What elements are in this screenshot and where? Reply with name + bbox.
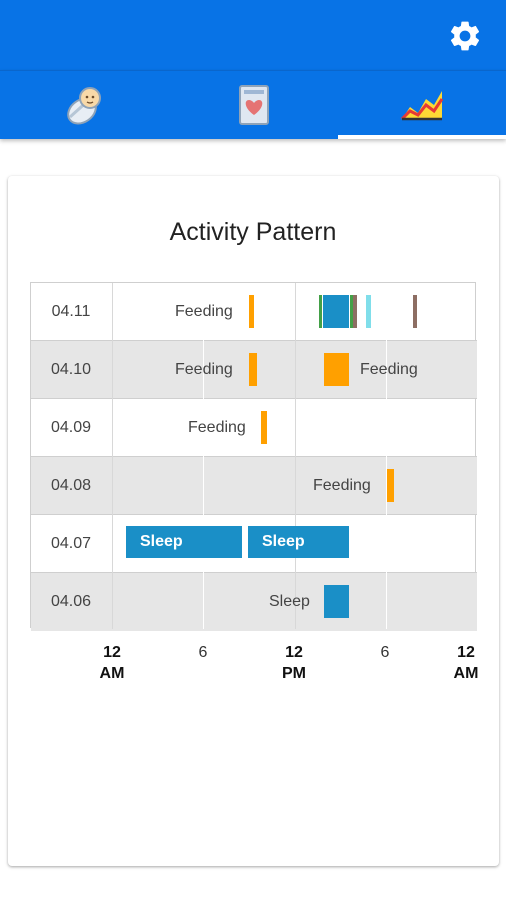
tab-baby[interactable] [0, 71, 168, 139]
row-date: 04.09 [50, 419, 92, 436]
row-04-11: 04.11 [31, 283, 477, 341]
row-04-06: 04.06 [31, 573, 477, 631]
feeding-mark[interactable] [261, 411, 267, 444]
time-tick: 12 PM [282, 644, 306, 682]
row-04-10: 04.10 [31, 341, 477, 399]
event-label-feeding: Feeding [188, 419, 246, 436]
tab-health[interactable] [170, 71, 338, 139]
event-label-feeding: Feeding [175, 361, 233, 378]
gear-icon[interactable] [447, 18, 483, 54]
event-label-sleep: Sleep [269, 593, 310, 610]
event-mark[interactable] [319, 295, 322, 328]
time-tick: 12 AM [453, 644, 479, 682]
row-divider [31, 514, 477, 515]
feeding-mark[interactable] [387, 469, 394, 502]
event-label-feeding: Feeding [175, 303, 233, 320]
sleep-mark[interactable] [323, 295, 349, 328]
grid-line [203, 283, 204, 629]
event-label-feeding: Feeding [360, 361, 418, 378]
row-divider [31, 398, 477, 399]
sleep-mark[interactable] [324, 585, 349, 618]
event-mark[interactable] [353, 295, 357, 328]
activity-grid: 04.11 04.10 04.09 04.08 04.07 04.06 Feed… [30, 282, 477, 631]
heart-card-icon [239, 85, 269, 125]
app-bar [0, 0, 506, 70]
tab-bar [0, 70, 506, 139]
grid-line [112, 283, 113, 629]
time-tick: 6 [198, 644, 208, 661]
baby-icon [67, 87, 101, 125]
feeding-mark[interactable] [249, 353, 257, 386]
active-tab-indicator [338, 135, 506, 139]
chart-card [8, 176, 499, 866]
tab-chart[interactable] [338, 71, 506, 139]
chart-title: Activity Pattern [169, 218, 337, 246]
row-date: 04.11 [51, 303, 91, 320]
chart-icon [400, 91, 444, 121]
row-divider [31, 572, 477, 573]
feeding-mark[interactable] [249, 295, 254, 328]
sleep-bar[interactable]: Sleep [248, 526, 349, 558]
time-tick: 12 AM [99, 644, 125, 682]
grid-line [295, 283, 296, 629]
grid-line [386, 283, 387, 629]
row-divider [31, 456, 477, 457]
event-mark[interactable] [350, 295, 353, 328]
sleep-bar[interactable]: Sleep [126, 526, 242, 558]
row-divider [31, 340, 477, 341]
event-mark[interactable] [413, 295, 417, 328]
row-date: 04.07 [50, 535, 92, 552]
row-04-08: 04.08 [31, 457, 477, 515]
time-tick: 6 [380, 644, 390, 661]
event-label-feeding: Feeding [313, 477, 371, 494]
event-mark[interactable] [366, 295, 371, 328]
feeding-mark[interactable] [324, 353, 349, 386]
row-date: 04.08 [50, 477, 92, 494]
row-date: 04.06 [50, 593, 92, 610]
row-date: 04.10 [50, 361, 92, 378]
row-04-07: 04.07 [31, 515, 477, 573]
row-04-09: 04.09 [31, 399, 477, 457]
